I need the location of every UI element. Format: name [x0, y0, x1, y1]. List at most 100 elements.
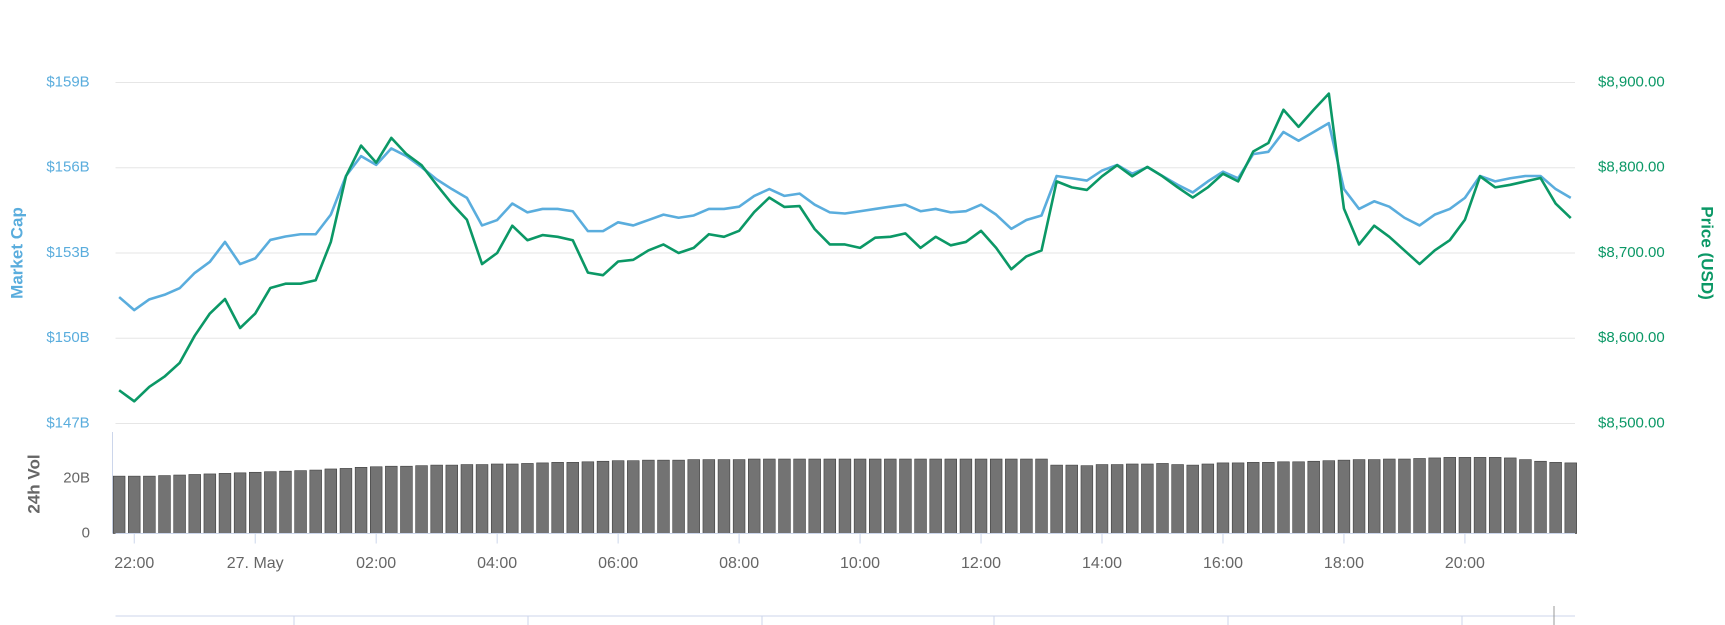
volume-bar: [732, 459, 746, 534]
volume-bar: [748, 458, 761, 534]
volume-bar: [324, 468, 338, 534]
volume-bar: [203, 473, 217, 534]
y-tick-label: $156B: [46, 159, 89, 176]
volume-bar: [717, 459, 731, 534]
y2-axis-title: Price (USD): [1698, 206, 1717, 300]
volume-bar: [415, 465, 428, 534]
volume-bar: [1383, 458, 1396, 534]
volume-bar: [1020, 458, 1033, 534]
volume-bar: [944, 458, 957, 534]
volume-bar: [1156, 463, 1169, 534]
volume-bar: [838, 458, 852, 534]
volume-bar: [1277, 461, 1290, 534]
x-tick-label: 10:00: [840, 555, 880, 572]
volume-bar: [249, 471, 262, 534]
volume-bar: [1186, 464, 1199, 534]
x-tick-label: 06:00: [598, 555, 638, 572]
volume-bar: [1065, 464, 1078, 534]
volume-bar: [1292, 461, 1305, 534]
volume-bar: [899, 458, 912, 534]
x-tick-label: 20:00: [1445, 555, 1485, 572]
volume-bar: [823, 458, 837, 534]
volume-bar: [1519, 459, 1532, 534]
volume-bar: [490, 463, 504, 534]
volume-bar: [188, 474, 201, 534]
volume-bar: [1080, 465, 1094, 534]
volume-bar: [763, 458, 776, 534]
volume-bar: [1367, 459, 1381, 534]
series-line: [118, 121, 1572, 312]
volume-bar: [279, 470, 292, 534]
volume-bar: [884, 458, 897, 534]
volume-bar: [596, 460, 610, 534]
volume-bar: [128, 475, 141, 534]
volume-bar: [1443, 457, 1456, 534]
volume-bar: [430, 464, 443, 534]
volume-bar: [143, 475, 156, 534]
volume-bar: [687, 459, 700, 534]
x-tick-label: 22:00: [114, 555, 154, 572]
volume-bar: [1126, 463, 1139, 534]
volume-bar: [1428, 457, 1441, 534]
volume-bar: [1095, 464, 1109, 534]
volume-bar: [1216, 462, 1230, 534]
x-tick-label: 02:00: [356, 555, 396, 572]
y2-tick-label: $8,500.00: [1598, 414, 1665, 431]
volume-bar: [264, 471, 277, 534]
volume-bar: [521, 463, 534, 534]
y-tick-label: $159B: [46, 73, 89, 90]
volume-bar: [702, 459, 716, 534]
volume-bar: [793, 458, 806, 534]
volume-bar: [959, 458, 973, 534]
volume-bar: [974, 458, 988, 534]
volume-bar: [233, 472, 247, 534]
volume-bar: [1352, 459, 1366, 534]
volume-bar: [989, 458, 1003, 534]
volume-bar: [460, 464, 474, 534]
volume-bar: [581, 461, 595, 534]
y-tick-label: 0: [82, 524, 90, 541]
volume-bar: [657, 459, 670, 534]
volume-bar: [551, 462, 564, 534]
volume-bar: [112, 475, 126, 534]
volume-bar: [536, 462, 549, 534]
volume-bar: [1504, 457, 1517, 534]
y2-tick-label: $8,900.00: [1598, 73, 1665, 90]
volume-bar: [611, 460, 625, 534]
volume-bar: [218, 473, 232, 534]
volume-bar: [1035, 458, 1048, 534]
volume-bar: [1458, 457, 1472, 534]
volume-bar: [778, 458, 791, 534]
x-tick-label: 14:00: [1082, 555, 1122, 572]
y2-tick-label: $8,600.00: [1598, 329, 1665, 346]
volume-bar: [1231, 462, 1245, 534]
volume-bar: [385, 465, 398, 534]
volume-bar: [1549, 462, 1562, 534]
volume-bar: [1473, 457, 1487, 534]
volume-bar: [1201, 463, 1215, 534]
volume-bar: [1005, 458, 1018, 534]
volume-bar: [1171, 464, 1184, 534]
volume-bar: [1307, 460, 1320, 534]
y-tick-label: 20B: [63, 469, 90, 486]
x-tick-label: 16:00: [1203, 555, 1243, 572]
volume-bar: [294, 470, 307, 534]
volume-bar: [1141, 463, 1154, 534]
y2-tick-label: $8,700.00: [1598, 244, 1665, 261]
volume-bar: [475, 464, 489, 534]
y2-tick-label: $8,800.00: [1598, 159, 1665, 176]
volume-bar: [914, 458, 927, 534]
volume-bar: [1564, 462, 1577, 534]
volume-bar: [1262, 462, 1275, 534]
volume-bar: [1488, 457, 1502, 534]
volume-bar: [566, 462, 579, 534]
volume-bar: [506, 463, 519, 534]
volume-bar: [173, 474, 186, 534]
volume-bar: [868, 458, 882, 534]
x-tick-label: 12:00: [961, 555, 1001, 572]
x-tick-label: 27. May: [227, 555, 284, 572]
volume-bar: [339, 468, 353, 534]
y-tick-label: $147B: [46, 414, 89, 431]
volume-bar: [1413, 458, 1426, 534]
